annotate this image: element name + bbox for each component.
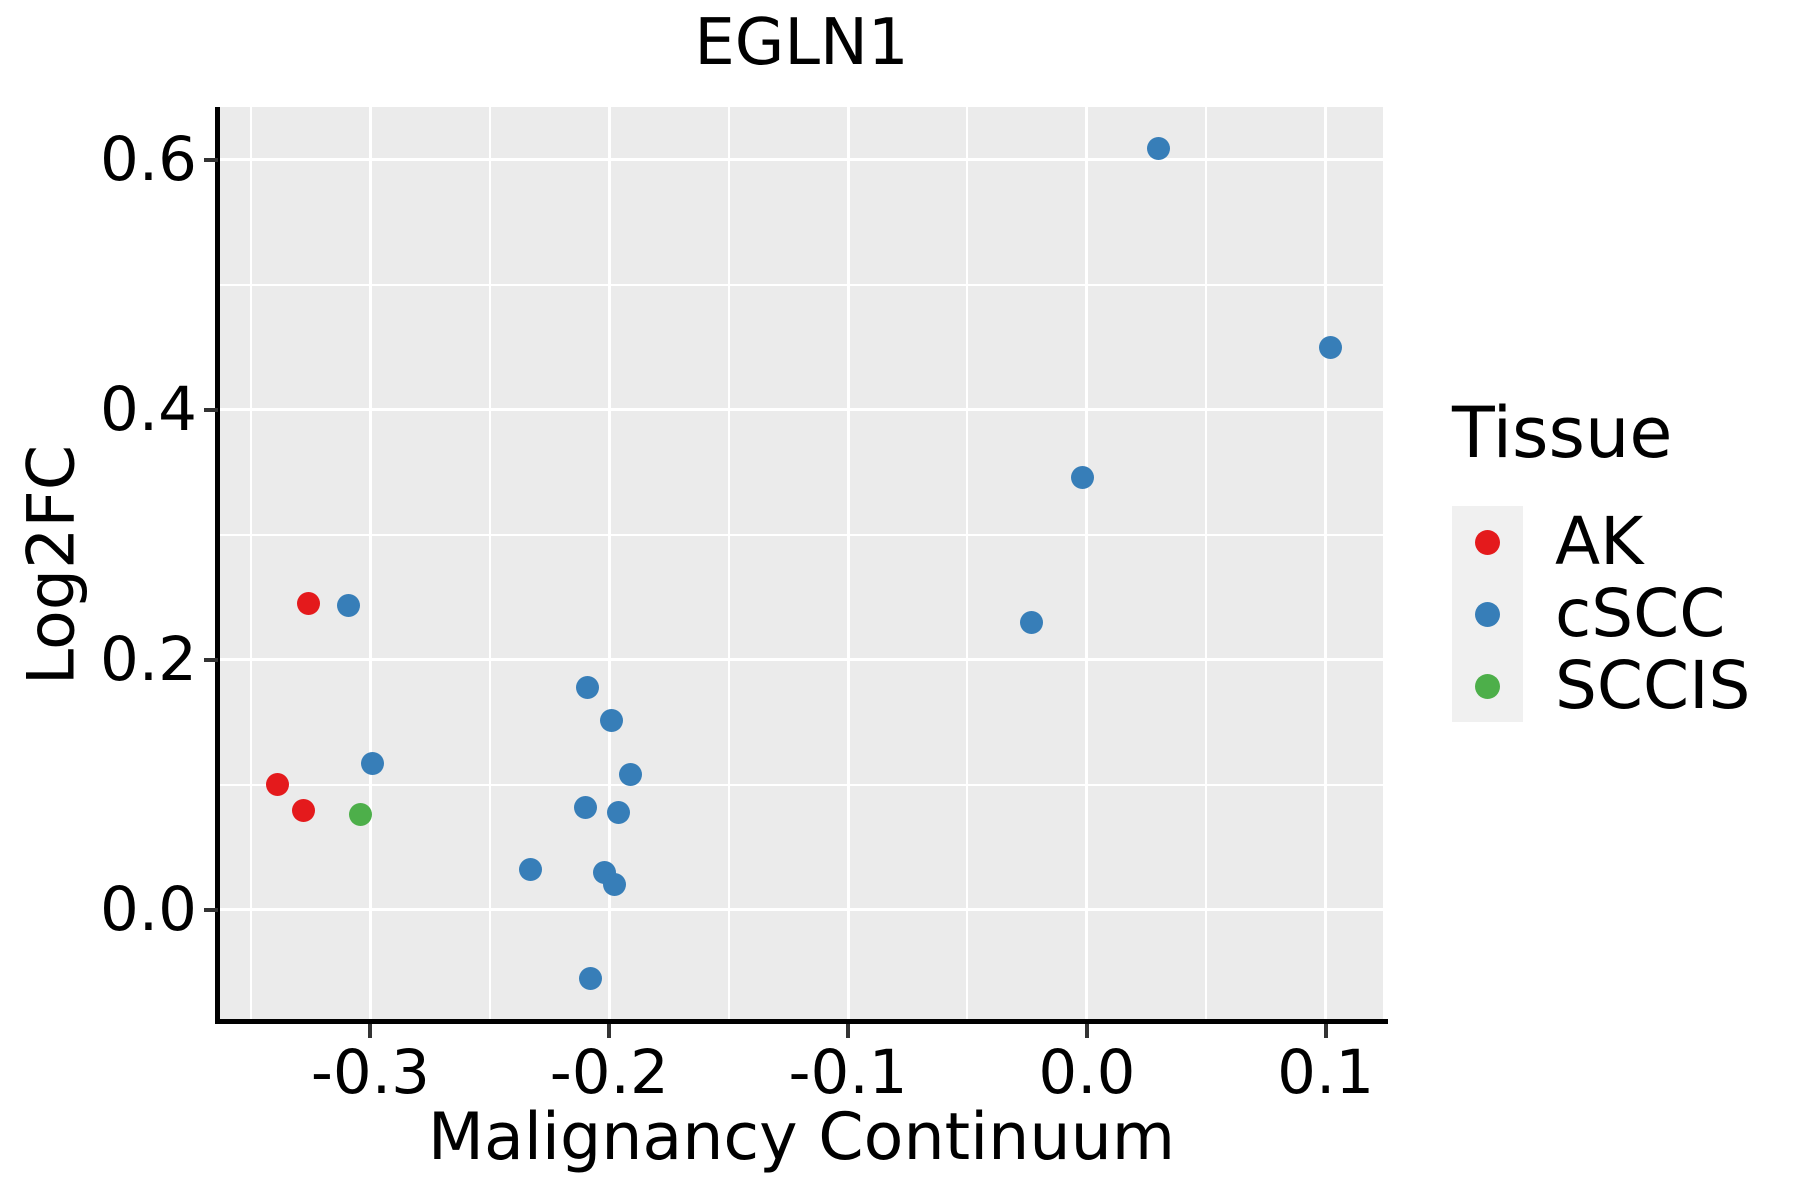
legend-dot-ak (1475, 529, 1500, 555)
x-axis-line (215, 1019, 1388, 1024)
major-gridline-x (368, 107, 372, 1022)
legend-label-sccis: SCCIS (1555, 647, 1751, 724)
y-tick-label: 0.6 (99, 123, 197, 195)
minor-gridline-x (488, 107, 491, 1022)
major-gridline-x (846, 107, 850, 1022)
y-tick-label: 0.2 (99, 623, 197, 695)
legend-key-sccis (1452, 650, 1523, 722)
data-point-cscc (1070, 465, 1094, 489)
x-tick (607, 1024, 612, 1038)
x-tick-label: -0.3 (310, 1037, 430, 1108)
minor-gridline-x (1205, 107, 1208, 1022)
data-point-cscc (578, 966, 602, 990)
major-gridline-x (1085, 107, 1089, 1022)
data-point-cscc (602, 873, 626, 896)
x-axis-title: Malignancy Continuum (427, 1100, 1176, 1175)
x-tick-label: 0.0 (1038, 1037, 1136, 1108)
legend-key-ak (1452, 506, 1523, 578)
y-axis-line (215, 107, 220, 1024)
y-tick (204, 907, 218, 912)
data-point-cscc (1020, 610, 1044, 634)
major-gridline-y (220, 158, 1383, 161)
y-tick-label: 0.0 (99, 873, 197, 945)
legend-dot-sccis (1475, 673, 1500, 699)
data-point-cscc (1147, 136, 1171, 160)
major-gridline-y (220, 908, 1383, 911)
legend-key-cscc (1452, 578, 1523, 650)
data-point-cscc (576, 675, 600, 699)
minor-gridline-y (220, 283, 1383, 286)
legend-entry-cscc: cSCC (1452, 578, 1750, 650)
legend-entry-sccis: SCCIS (1452, 650, 1750, 722)
data-point-cscc (337, 594, 361, 618)
y-tick-label: 0.4 (99, 373, 197, 445)
x-tick (368, 1024, 373, 1038)
minor-gridline-x (250, 107, 253, 1022)
data-point-ak (265, 773, 289, 796)
x-tick-label: -0.1 (788, 1037, 908, 1108)
legend-label-cscc: cSCC (1555, 575, 1726, 652)
major-gridline-x (607, 107, 611, 1022)
data-point-cscc (607, 800, 631, 824)
plot-title: EGLN1 (694, 6, 909, 80)
x-tick-label: 0.1 (1277, 1037, 1375, 1108)
legend-label-ak: AK (1555, 503, 1644, 580)
major-gridline-y (220, 658, 1383, 661)
y-tick (204, 657, 218, 662)
data-point-ak (296, 591, 320, 615)
major-gridline-x (1324, 107, 1328, 1022)
minor-gridline-x (966, 107, 969, 1022)
y-axis-title: Log2FC (14, 444, 90, 686)
data-point-cscc (361, 751, 385, 775)
x-tick-label: -0.2 (549, 1037, 669, 1108)
minor-gridline-x (727, 107, 730, 1022)
legend-dot-cscc (1475, 601, 1500, 627)
data-point-ak (292, 799, 316, 823)
legend-entries: AK cSCC SCCIS (1452, 506, 1750, 722)
data-point-cscc (518, 858, 542, 881)
x-tick (1084, 1024, 1089, 1038)
data-point-cscc (573, 795, 597, 819)
x-tick (846, 1024, 851, 1038)
y-tick (204, 407, 218, 412)
legend-title: Tissue (1452, 392, 1673, 474)
data-point-cscc (619, 763, 643, 786)
major-gridline-y (220, 408, 1383, 411)
y-tick (204, 157, 218, 162)
minor-gridline-y (220, 533, 1383, 536)
legend-entry-ak: AK (1452, 506, 1750, 578)
x-tick (1323, 1024, 1328, 1038)
data-point-cscc (1318, 335, 1342, 359)
legend: Tissue AK cSCC SCCIS (1452, 398, 1750, 722)
data-point-sccis (349, 803, 373, 826)
minor-gridline-y (220, 783, 1383, 786)
plot-panel (220, 107, 1383, 1022)
data-point-cscc (600, 709, 624, 733)
